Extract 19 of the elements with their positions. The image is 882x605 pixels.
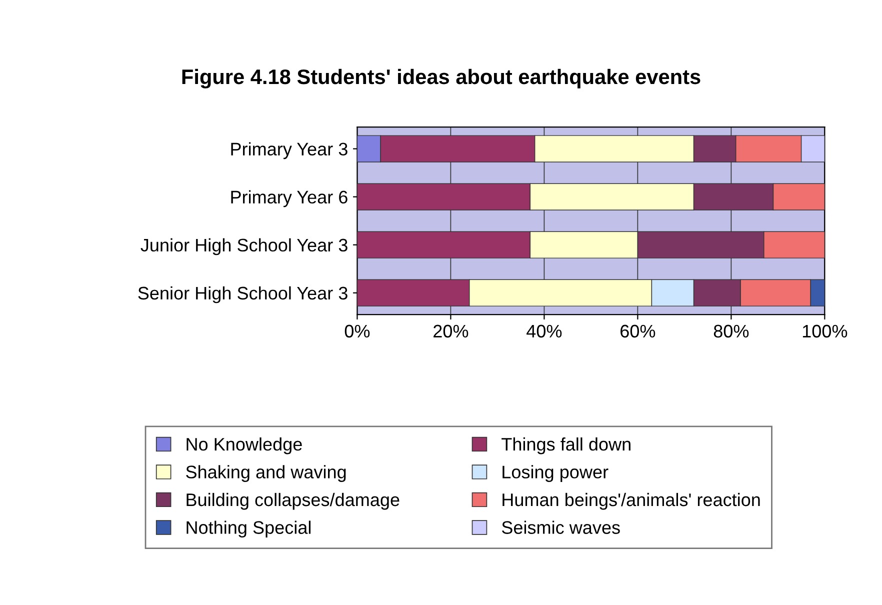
legend-label: Human beings'/animals' reaction bbox=[502, 492, 760, 510]
legend-label: Shaking and waving bbox=[186, 465, 346, 482]
x-tick-label: 20% bbox=[434, 324, 468, 338]
chart-title: Figure 4.18 Students' ideas about earthquake events bbox=[182, 68, 700, 88]
y-tick-label: Primary Year 3 bbox=[231, 142, 348, 160]
legend-label: Seismic waves bbox=[502, 520, 620, 534]
legend-label: Building collapses/damage bbox=[186, 492, 400, 510]
y-tick-label: Senior High School Year 3 bbox=[138, 286, 348, 304]
legend-label: Losing power bbox=[502, 465, 608, 482]
y-tick-label: Primary Year 6 bbox=[231, 190, 348, 208]
legend-label: Nothing Special bbox=[186, 520, 311, 538]
x-tick-label: 80% bbox=[714, 324, 749, 338]
x-tick-label: 40% bbox=[526, 324, 562, 338]
y-tick-label: Junior High School Year 3 bbox=[140, 238, 348, 256]
x-tick-label: 60% bbox=[620, 324, 656, 338]
x-tick-label: 0% bbox=[344, 324, 370, 338]
legend-label: Things fall down bbox=[502, 437, 630, 454]
legend-label: No Knowledge bbox=[186, 437, 302, 454]
x-tick-label: 100% bbox=[802, 324, 848, 338]
